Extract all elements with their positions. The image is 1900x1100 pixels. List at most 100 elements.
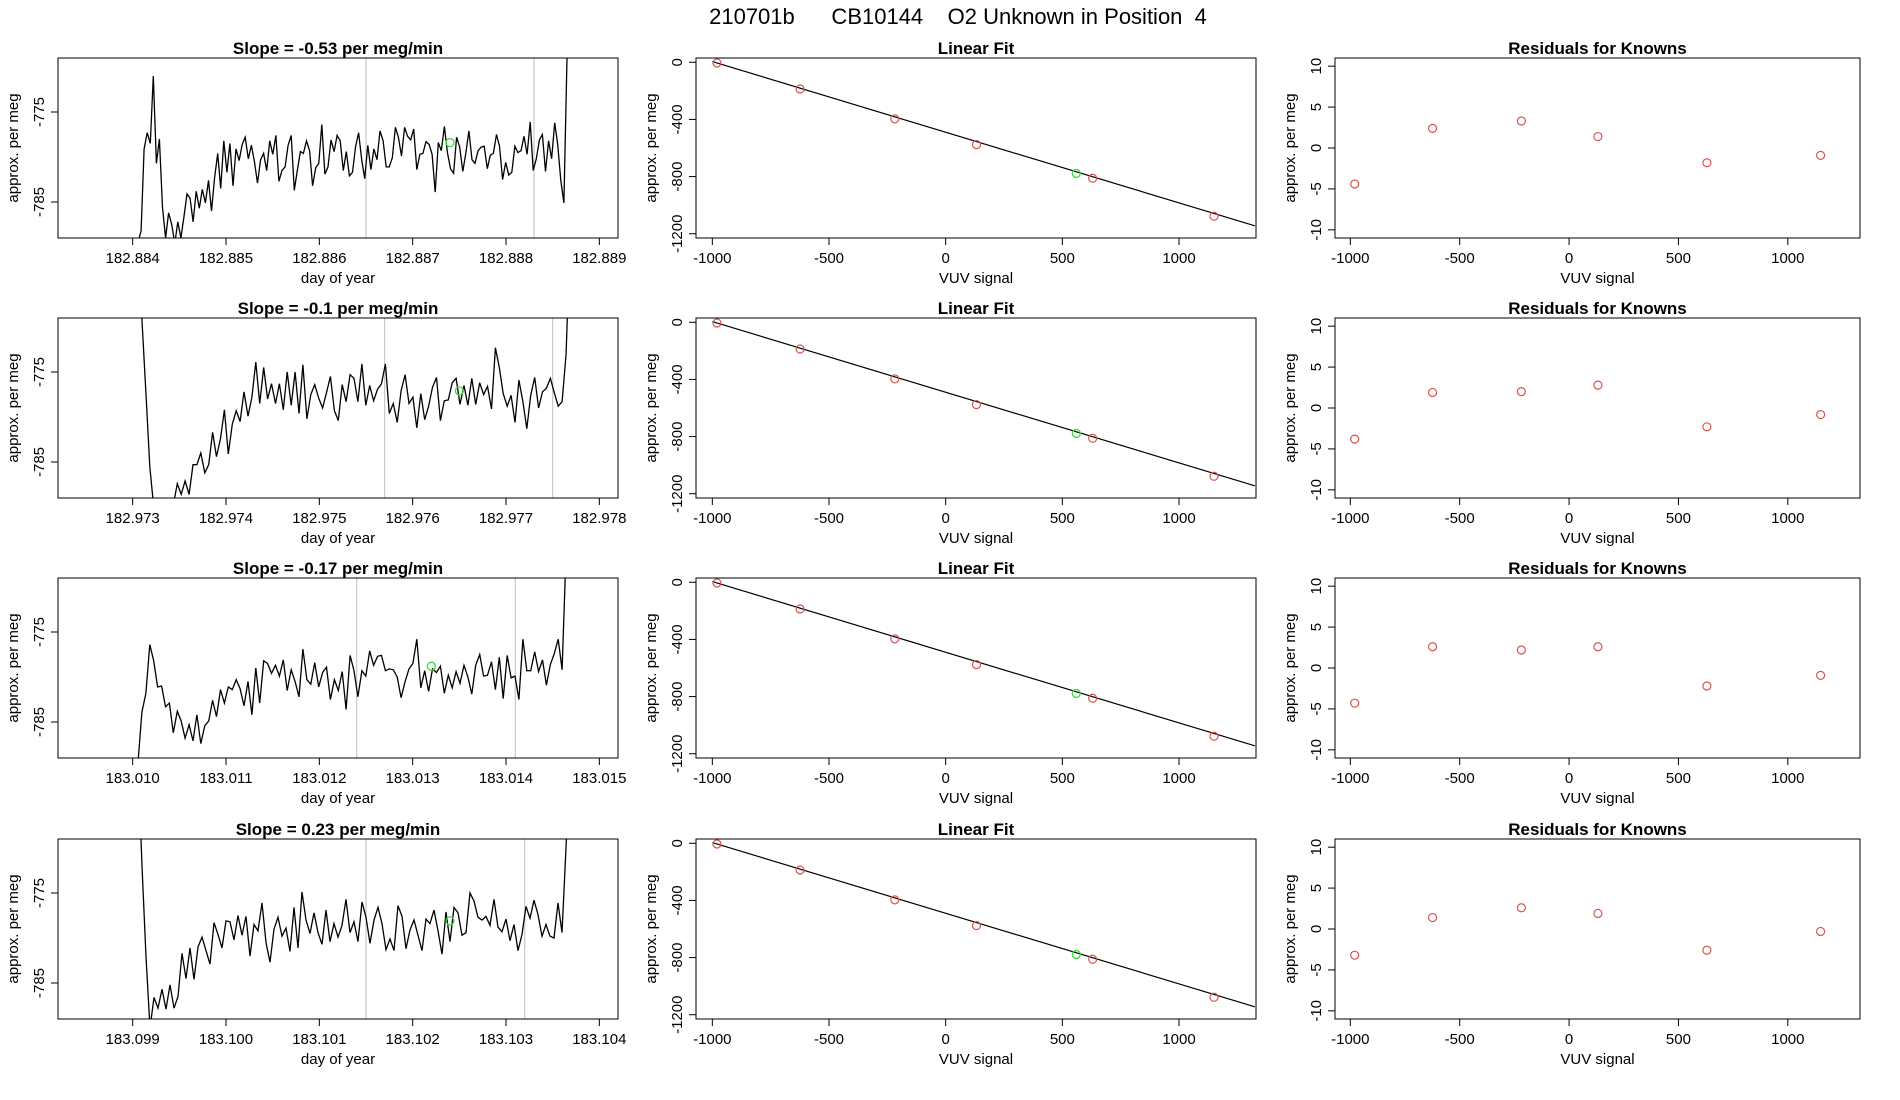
x-tick-label: -500 bbox=[1445, 1031, 1475, 1048]
unknown-point bbox=[426, 661, 436, 671]
x-tick-label: -1000 bbox=[1331, 510, 1369, 527]
plot-title: Linear Fit bbox=[938, 299, 1015, 318]
x-axis-label: VUV signal bbox=[1560, 270, 1634, 287]
known-point bbox=[1593, 131, 1603, 142]
known-point bbox=[712, 839, 722, 849]
y-tick-label: -5 bbox=[1308, 442, 1325, 455]
y-tick-label: -775 bbox=[31, 878, 48, 908]
panel-linear-fit-row4: Linear Fit -1000 -500 0 500 1000 0 -400 -800 -120… bbox=[643, 820, 1257, 1068]
y-tick-label: -400 bbox=[669, 624, 686, 654]
known-point bbox=[795, 84, 805, 94]
known-point bbox=[1516, 903, 1526, 913]
y-tick-label: -785 bbox=[31, 707, 48, 737]
x-tick-label: 500 bbox=[1050, 1031, 1075, 1048]
known-point bbox=[1593, 642, 1603, 652]
plot-title: Slope = -0.17 per meg/min bbox=[233, 559, 443, 578]
y-tick-label: 5 bbox=[1308, 103, 1325, 111]
y-axis-label: approx. per meg bbox=[643, 874, 660, 983]
plot-frame bbox=[695, 57, 1257, 239]
unknown-point bbox=[1071, 688, 1081, 699]
x-tick-label: 182.974 bbox=[199, 510, 253, 527]
y-tick-label: 10 bbox=[1308, 318, 1325, 335]
x-tick-label: -500 bbox=[1445, 510, 1475, 527]
y-axis-label: approx. per meg bbox=[5, 874, 22, 983]
known-point bbox=[712, 58, 722, 68]
known-point bbox=[1209, 992, 1219, 1002]
known-point bbox=[1702, 681, 1712, 691]
x-tick-label: 182.888 bbox=[479, 250, 533, 267]
x-tick-label: 183.102 bbox=[386, 1031, 440, 1048]
plot-frame bbox=[57, 838, 619, 1020]
x-tick-label: 500 bbox=[1666, 770, 1691, 787]
x-tick-label: 500 bbox=[1666, 510, 1691, 527]
x-tick-label: 182.977 bbox=[479, 510, 533, 527]
x-tick-label: 182.884 bbox=[106, 250, 160, 267]
y-tick-label: -785 bbox=[31, 447, 48, 477]
y-tick-label: -10 bbox=[1308, 739, 1325, 761]
known-point bbox=[1427, 912, 1438, 923]
x-tick-label: 0 bbox=[941, 770, 949, 787]
known-point bbox=[712, 318, 722, 328]
y-tick-label: 0 bbox=[669, 578, 686, 586]
panel-linear-fit-row1: Linear Fit -1000 -500 0 500 1000 0 -400 -800 -120… bbox=[643, 39, 1257, 287]
known-point bbox=[795, 604, 805, 614]
known-point bbox=[890, 114, 900, 124]
x-tick-label: 183.103 bbox=[479, 1031, 533, 1048]
x-tick-label: 0 bbox=[941, 510, 949, 527]
x-tick-label: 1000 bbox=[1162, 510, 1195, 527]
y-axis-label: approx. per meg bbox=[5, 613, 22, 722]
panel-residuals-row4: Residuals for Knowns -1000 -500 0 500 1000 10 5… bbox=[1282, 820, 1861, 1068]
x-tick-label: -500 bbox=[814, 770, 844, 787]
x-tick-label: 500 bbox=[1050, 510, 1075, 527]
y-tick-label: 10 bbox=[1308, 58, 1325, 75]
y-axis-label: approx. per meg bbox=[643, 93, 660, 202]
x-tick-label: 1000 bbox=[1771, 510, 1804, 527]
unknown-point bbox=[445, 916, 455, 926]
known-point bbox=[1816, 150, 1826, 160]
x-tick-label: 0 bbox=[941, 250, 949, 267]
y-tick-label: -1200 bbox=[669, 475, 686, 513]
plot-title: Slope = 0.23 per meg/min bbox=[236, 820, 441, 839]
x-tick-label: -1000 bbox=[693, 1031, 731, 1048]
y-tick-label: 0 bbox=[1308, 404, 1325, 412]
plot-title: Linear Fit bbox=[938, 820, 1015, 839]
panel-residuals-row1: Residuals for Knowns -1000 -500 0 500 1000 10 5… bbox=[1282, 39, 1861, 287]
y-tick-label: -800 bbox=[669, 422, 686, 452]
y-tick-label: 0 bbox=[1308, 144, 1325, 152]
data-series-line bbox=[141, 318, 568, 498]
panel-timeseries-row1: Slope = -0.53 per meg/min 182.884 182.885 1… bbox=[5, 39, 626, 287]
plot-frame bbox=[57, 577, 619, 759]
y-tick-label: -1200 bbox=[669, 996, 686, 1034]
plot-frame bbox=[695, 838, 1257, 1020]
x-tick-label: 183.099 bbox=[106, 1031, 160, 1048]
y-tick-label: -785 bbox=[31, 968, 48, 998]
y-axis-label: approx. per meg bbox=[5, 353, 22, 462]
unknown-point bbox=[1071, 428, 1081, 439]
known-point bbox=[1816, 409, 1826, 420]
y-axis-label: approx. per meg bbox=[1282, 353, 1299, 462]
y-axis-label: approx. per meg bbox=[643, 353, 660, 462]
x-tick-label: -500 bbox=[814, 250, 844, 267]
panel-timeseries-row4: Slope = 0.23 per meg/min 183.099 183.100 18… bbox=[5, 820, 626, 1068]
y-tick-label: -775 bbox=[31, 97, 48, 127]
x-tick-label: 1000 bbox=[1771, 1031, 1804, 1048]
y-tick-label: -5 bbox=[1308, 702, 1325, 715]
known-point bbox=[1088, 433, 1098, 443]
y-tick-label: -400 bbox=[669, 104, 686, 134]
x-tick-label: 0 bbox=[1565, 1031, 1573, 1048]
x-tick-label: 183.100 bbox=[199, 1031, 253, 1048]
figure-title: 210701b CB10144 O2 Unknown in Position 4 bbox=[709, 4, 1207, 29]
known-point bbox=[1816, 926, 1826, 937]
x-tick-label: 1000 bbox=[1771, 250, 1804, 267]
x-tick-label: 500 bbox=[1666, 1031, 1691, 1048]
y-tick-label: -800 bbox=[669, 943, 686, 973]
x-axis-label: VUV signal bbox=[939, 1051, 1013, 1068]
x-axis-label: VUV signal bbox=[1560, 1051, 1634, 1068]
x-tick-label: 1000 bbox=[1162, 250, 1195, 267]
x-tick-label: 183.101 bbox=[292, 1031, 346, 1048]
y-tick-label: 5 bbox=[1308, 363, 1325, 371]
known-point bbox=[795, 865, 805, 875]
x-tick-label: 182.976 bbox=[386, 510, 440, 527]
y-axis-label: approx. per meg bbox=[1282, 874, 1299, 983]
fit-line bbox=[712, 320, 1256, 487]
